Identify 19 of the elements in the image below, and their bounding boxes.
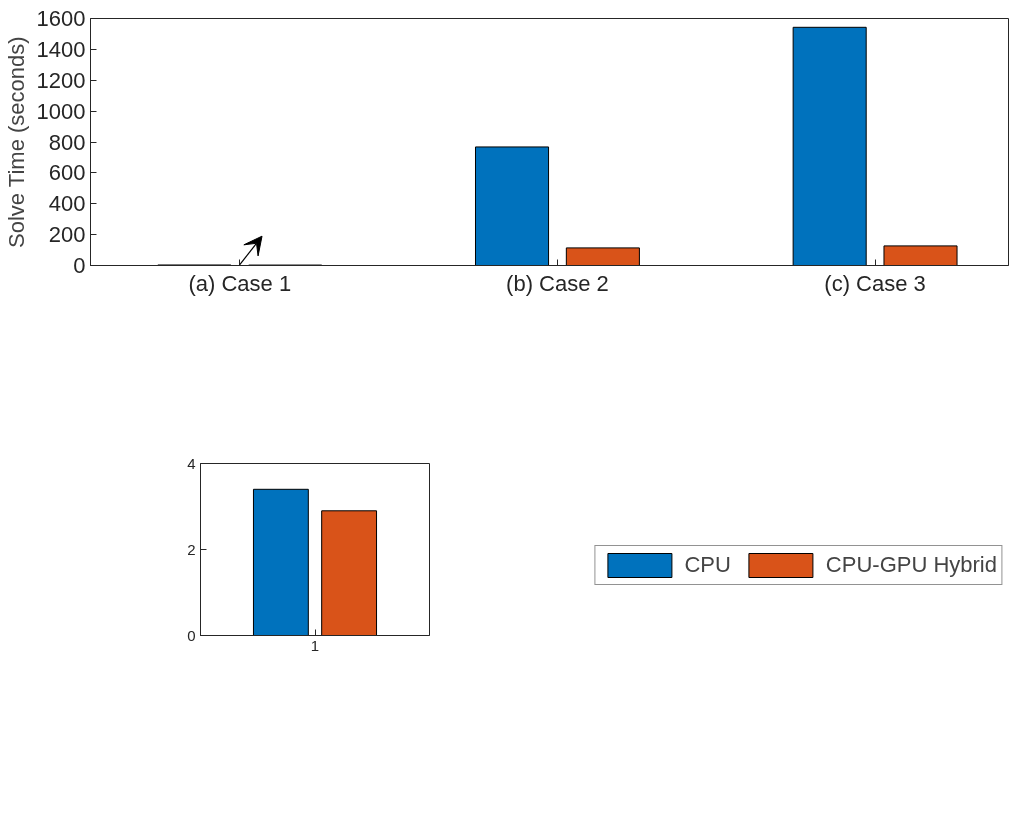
y-tick-label: 2 xyxy=(187,540,196,558)
y-tick-label: 400 xyxy=(48,191,86,217)
y-tick-label: 1200 xyxy=(36,67,86,93)
x-tick-label: 1 xyxy=(310,636,320,654)
y-tick-label: 1400 xyxy=(36,36,86,62)
y-tick-label: 1600 xyxy=(36,6,86,31)
y-tick-label: 1000 xyxy=(36,98,86,124)
y-tick-label: 0 xyxy=(187,626,196,644)
legend-label: CPU xyxy=(684,552,731,578)
y-tick-label: 200 xyxy=(48,222,86,248)
y-tick-label: 4 xyxy=(187,454,196,472)
y-tick-label: 800 xyxy=(48,129,86,155)
x-tick-label: (b) Case 2 xyxy=(506,270,609,296)
y-axis-title: Solve Time (seconds) xyxy=(3,36,29,248)
y-tick-label: 600 xyxy=(48,160,86,186)
legend-label: CPU-GPU Hybrid xyxy=(825,552,997,578)
y-tick-label: 0 xyxy=(73,253,86,278)
x-tick-label: (c) Case 3 xyxy=(824,270,926,296)
x-tick-label: (a) Case 1 xyxy=(188,270,292,296)
